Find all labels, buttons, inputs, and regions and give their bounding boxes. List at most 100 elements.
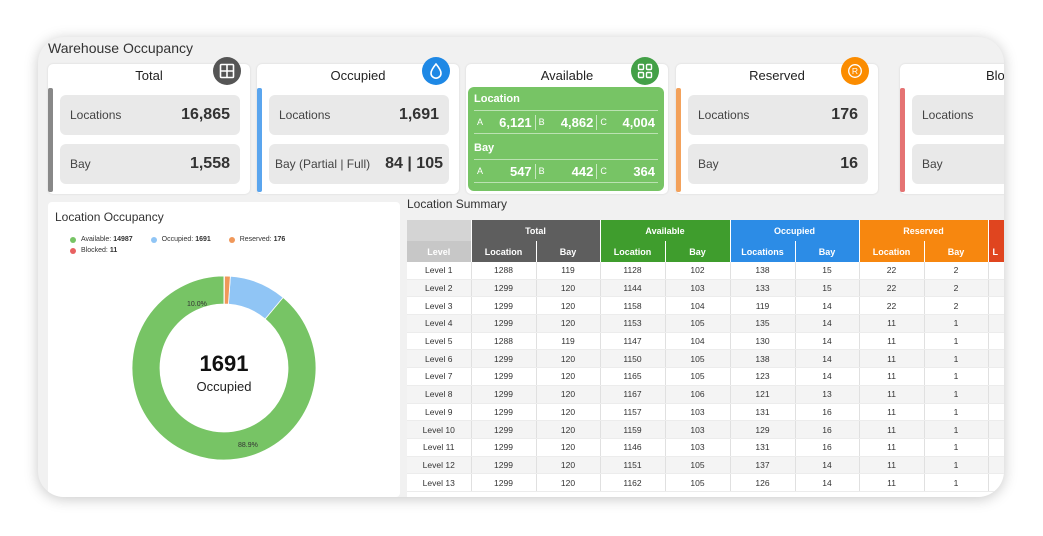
blocked-cell bbox=[988, 456, 1004, 475]
water-drop-icon bbox=[422, 57, 450, 85]
table-cell: 120 bbox=[536, 314, 601, 333]
table-cell: 131 bbox=[730, 438, 796, 457]
blocked-cell bbox=[988, 403, 1004, 422]
group-header-blank bbox=[407, 220, 472, 241]
total-card-accent bbox=[48, 88, 53, 192]
table-row[interactable]: Level 13 1299 120 1162 105 126 14 11 1 bbox=[407, 473, 1004, 492]
table-cell: 14 bbox=[795, 367, 860, 386]
occupied-bay-value: 84 | 105 bbox=[385, 155, 443, 172]
table-row[interactable]: Level 6 1299 120 1150 105 138 14 11 1 bbox=[407, 349, 1004, 369]
occupied-bay-label: Bay (Partial | Full) bbox=[275, 157, 371, 171]
occupied-bay-row: Bay (Partial | Full) 84 | 105 bbox=[269, 144, 449, 184]
group-header-available: Available bbox=[600, 220, 731, 241]
occupied-card[interactable]: Occupied Locations 1,691 Bay (Partial | … bbox=[257, 57, 459, 194]
table-cell: 106 bbox=[665, 385, 731, 404]
table-cell: 120 bbox=[536, 385, 601, 404]
reserved-r-icon: R bbox=[841, 57, 869, 85]
reserved-card[interactable]: Reserved R Locations 176 Bay 16 bbox=[676, 57, 878, 194]
table-cell: 1165 bbox=[600, 367, 666, 386]
reserved-bay-value: 16 bbox=[840, 155, 858, 172]
table-cell: 105 bbox=[665, 349, 731, 369]
apps-icon bbox=[631, 57, 659, 85]
table-cell: 102 bbox=[665, 262, 731, 280]
donut-center-label: Occupied bbox=[196, 379, 252, 394]
table-row[interactable]: Level 10 1299 120 1159 103 129 16 11 1 bbox=[407, 420, 1004, 439]
level-cell: Level 1 bbox=[407, 262, 472, 280]
table-cell: 1153 bbox=[600, 314, 666, 333]
table-cell: 11 bbox=[859, 473, 925, 492]
table-cell: 14 bbox=[795, 349, 860, 369]
occupied-locations-label: Locations bbox=[279, 108, 331, 122]
legend-blocked[interactable]: Blocked: 11 bbox=[70, 247, 117, 254]
table-cell: 104 bbox=[665, 332, 731, 351]
legend-reserved[interactable]: Reserved: 176 bbox=[228, 236, 285, 243]
blocked-cell bbox=[988, 367, 1004, 386]
reserved-bay-label: Bay bbox=[698, 157, 719, 171]
table-row[interactable]: Level 8 1299 120 1167 106 121 13 11 1 bbox=[407, 385, 1004, 404]
available-bay-a: A 547 bbox=[477, 163, 532, 179]
col-header-occupied-locations: Locations bbox=[730, 241, 796, 262]
blocked-cell bbox=[988, 279, 1004, 298]
level-cell: Level 8 bbox=[407, 385, 472, 404]
table-cell: 1 bbox=[924, 438, 989, 457]
blocked-cell bbox=[988, 385, 1004, 404]
blocked-cell bbox=[988, 262, 1004, 280]
table-cell: 120 bbox=[536, 403, 601, 422]
table-cell: 16 bbox=[795, 403, 860, 422]
blocked-cell bbox=[988, 473, 1004, 492]
table-row[interactable]: Level 11 1299 120 1146 103 131 16 11 1 bbox=[407, 438, 1004, 457]
reserved-card-accent bbox=[676, 88, 681, 192]
location-summary-table: Total Available Occupied Reserved Level … bbox=[407, 220, 1004, 492]
table-cell: 1144 bbox=[600, 279, 666, 298]
svg-text:R: R bbox=[852, 66, 858, 76]
blocked-cell bbox=[988, 420, 1004, 439]
table-row[interactable]: Level 1 1288 119 1128 102 138 15 22 2 bbox=[407, 262, 1004, 280]
available-card[interactable]: Available Location A 6,121 B 4,862 C 4,004 … bbox=[466, 57, 668, 194]
table-cell: 1158 bbox=[600, 296, 666, 316]
table-row[interactable]: Level 4 1299 120 1153 105 135 14 11 1 bbox=[407, 314, 1004, 333]
blocked-card[interactable]: Blo Locations Bay bbox=[900, 64, 1004, 194]
group-header-reserved: Reserved bbox=[859, 220, 989, 241]
table-cell: 1157 bbox=[600, 403, 666, 422]
table-cell: 1 bbox=[924, 420, 989, 439]
blocked-card-title: Blo bbox=[986, 68, 1004, 83]
summary-sub-header: Level Location Bay Location Bay Location… bbox=[407, 241, 1004, 262]
table-cell: 1288 bbox=[471, 332, 537, 351]
table-row[interactable]: Level 5 1288 119 1147 104 130 14 11 1 bbox=[407, 332, 1004, 351]
table-cell: 2 bbox=[924, 296, 989, 316]
table-row[interactable]: Level 12 1299 120 1151 105 137 14 11 1 bbox=[407, 456, 1004, 475]
legend-available[interactable]: Available: 14987 bbox=[70, 236, 133, 243]
table-row[interactable]: Level 7 1299 120 1165 105 123 14 11 1 bbox=[407, 367, 1004, 386]
table-cell: 1150 bbox=[600, 349, 666, 369]
table-cell: 120 bbox=[536, 456, 601, 475]
level-cell: Level 13 bbox=[407, 473, 472, 492]
occupancy-title: Location Occupancy bbox=[55, 210, 164, 224]
table-cell: 120 bbox=[536, 367, 601, 386]
table-cell: 1299 bbox=[471, 385, 537, 404]
table-row[interactable]: Level 9 1299 120 1157 103 131 16 11 1 bbox=[407, 403, 1004, 422]
table-cell: 11 bbox=[859, 420, 925, 439]
table-cell: 137 bbox=[730, 456, 796, 475]
table-cell: 104 bbox=[665, 296, 731, 316]
table-row[interactable]: Level 2 1299 120 1144 103 133 15 22 2 bbox=[407, 279, 1004, 298]
table-cell: 1299 bbox=[471, 349, 537, 369]
table-cell: 120 bbox=[536, 296, 601, 316]
legend-occupied[interactable]: Occupied: 1691 bbox=[150, 236, 211, 243]
total-card[interactable]: Total Locations 16,865 Bay 1,558 bbox=[48, 57, 250, 194]
table-cell: 103 bbox=[665, 420, 731, 439]
table-cell: 121 bbox=[730, 385, 796, 404]
table-row[interactable]: Level 3 1299 120 1158 104 119 14 22 2 bbox=[407, 296, 1004, 316]
occupied-card-title: Occupied bbox=[330, 68, 386, 83]
table-cell: 120 bbox=[536, 279, 601, 298]
table-cell: 14 bbox=[795, 456, 860, 475]
donut-slice-available[interactable] bbox=[132, 276, 316, 460]
page-title: Warehouse Occupancy bbox=[48, 40, 193, 56]
location-summary-table-wrap[interactable]: Total Available Occupied Reserved Level … bbox=[407, 220, 1004, 497]
col-header-reserved-location: Location bbox=[859, 241, 925, 262]
table-cell: 1299 bbox=[471, 279, 537, 298]
table-cell: 2 bbox=[924, 279, 989, 298]
level-cell: Level 10 bbox=[407, 420, 472, 439]
table-cell: 1299 bbox=[471, 438, 537, 457]
table-cell: 11 bbox=[859, 385, 925, 404]
level-cell: Level 11 bbox=[407, 438, 472, 457]
